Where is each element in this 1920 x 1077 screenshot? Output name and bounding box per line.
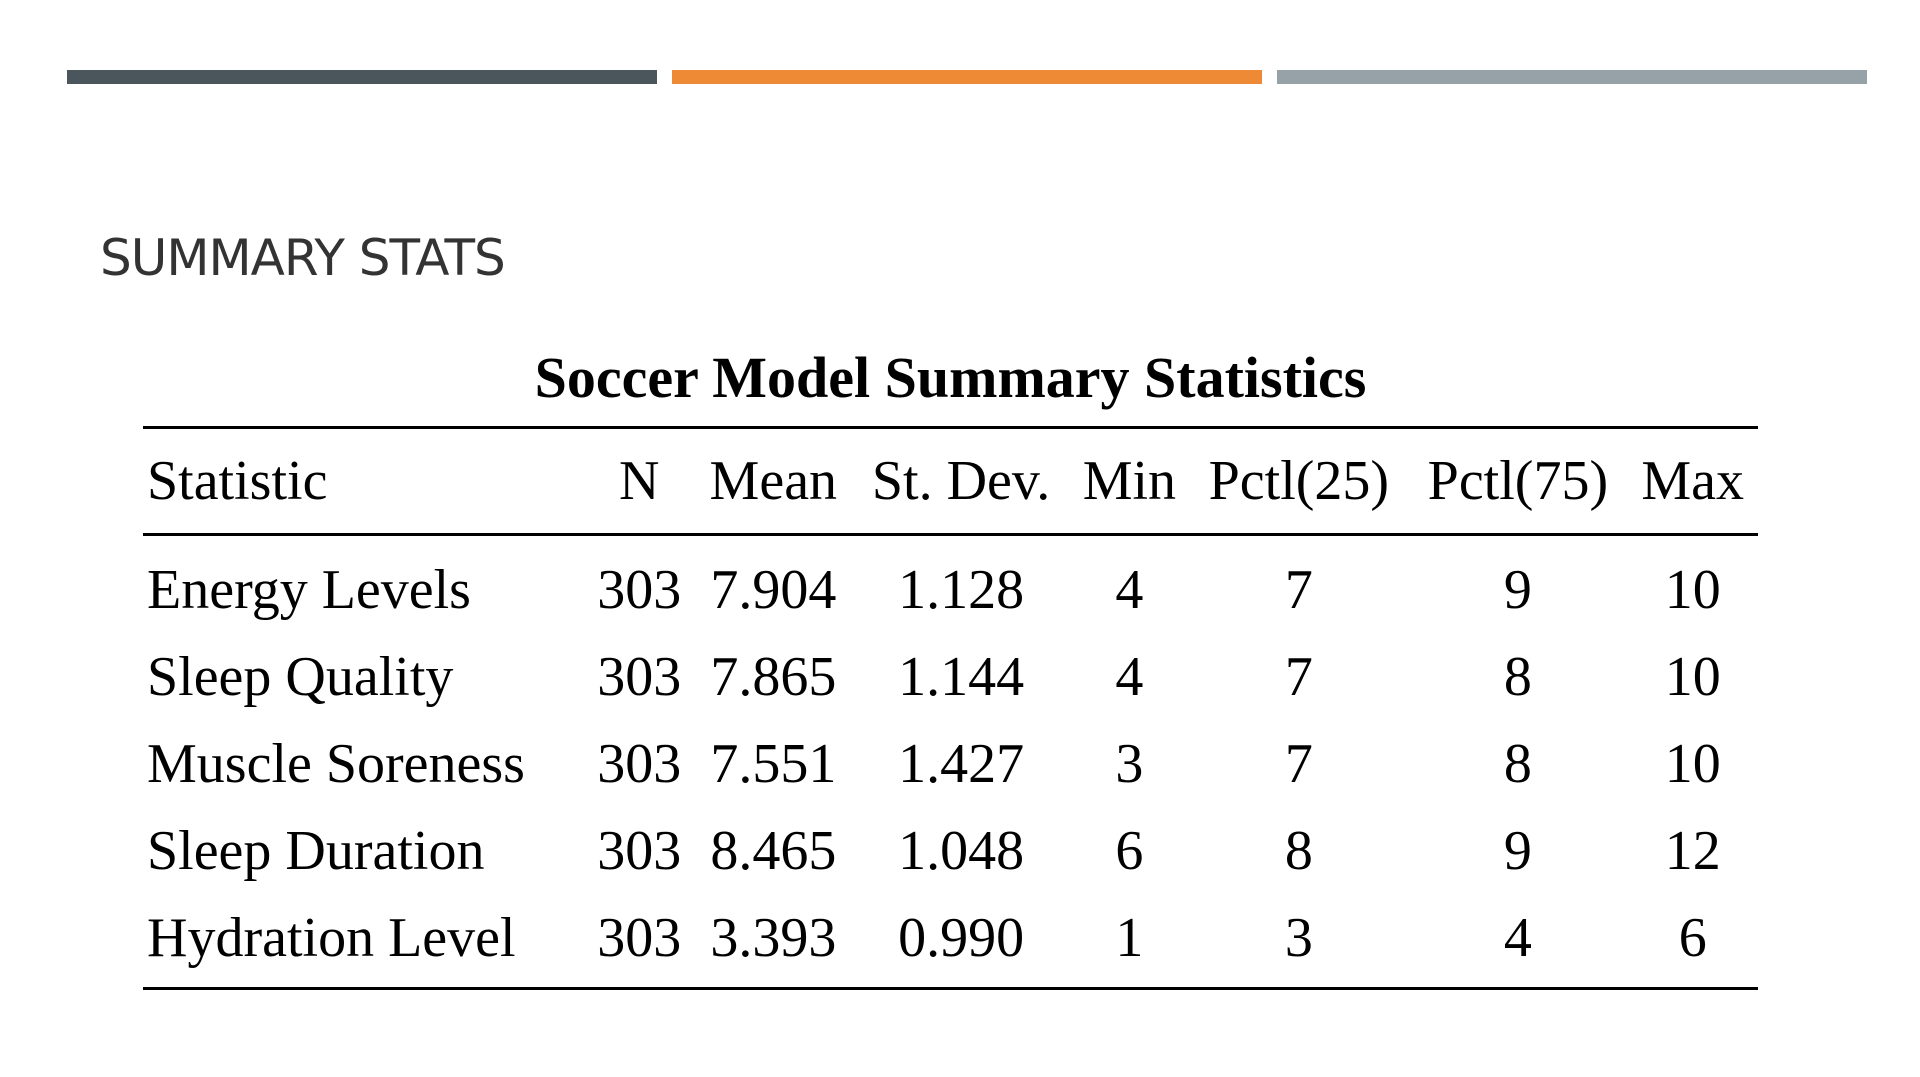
table-cell: Energy Levels — [147, 558, 471, 621]
table-cell: Sleep Quality — [147, 645, 454, 708]
table-cell: 303 — [597, 906, 682, 969]
table-cell: 10 — [1664, 645, 1721, 708]
accent-bar-orange — [672, 70, 1262, 84]
table-cell: 8 — [1284, 819, 1313, 882]
column-header: Min — [1082, 450, 1177, 512]
column-header: N — [619, 450, 660, 512]
summary-stats-table-container: Soccer Model Summary Statistics Statisti… — [143, 338, 1758, 990]
table-cell: 7.904 — [710, 558, 837, 621]
table-row: Sleep Duration 303 8.465 1.048 6 8 9 12 — [143, 807, 1758, 894]
table-cell: 1.144 — [898, 645, 1025, 708]
table-row: Sleep Quality 303 7.865 1.144 4 7 8 10 — [143, 633, 1758, 720]
table-cell: 8 — [1503, 645, 1532, 708]
table-cell: Hydration Level — [147, 906, 516, 969]
table-cell: 7.551 — [710, 732, 837, 795]
table-header-row: Statistic N Mean St. Dev. Min Pctl(25) P… — [143, 427, 1758, 535]
table-cell: 7 — [1284, 645, 1313, 708]
table-title: Soccer Model Summary Statistics — [534, 345, 1367, 410]
table-cell: 4 — [1115, 558, 1144, 621]
table-cell: 12 — [1664, 819, 1721, 882]
table-cell: 3 — [1284, 906, 1313, 969]
table-cell: 9 — [1503, 819, 1532, 882]
column-header: Statistic — [147, 450, 328, 512]
table-cell: 6 — [1115, 819, 1144, 882]
column-header: St. Dev. — [871, 450, 1051, 512]
column-header: Max — [1641, 450, 1745, 512]
table-cell: 0.990 — [898, 906, 1025, 969]
table-cell: 10 — [1664, 732, 1721, 795]
table-cell: 1.048 — [898, 819, 1025, 882]
table-cell: Sleep Duration — [147, 819, 485, 882]
table-cell: 4 — [1503, 906, 1532, 969]
table-cell: 1 — [1115, 906, 1144, 969]
table-cell: 303 — [597, 558, 682, 621]
accent-bar-dark — [67, 70, 657, 84]
table-cell: 303 — [597, 645, 682, 708]
table-cell: 1.128 — [898, 558, 1025, 621]
summary-stats-table: Statistic N Mean St. Dev. Min Pctl(25) P… — [143, 426, 1758, 990]
table-row: Hydration Level 303 3.393 0.990 1 3 4 6 — [143, 894, 1758, 989]
column-header: Pctl(75) — [1427, 450, 1609, 512]
table-cell: 1.427 — [898, 732, 1025, 795]
table-row: Muscle Soreness 303 7.551 1.427 3 7 8 10 — [143, 720, 1758, 807]
table-cell: 3 — [1115, 732, 1144, 795]
table-row: Energy Levels 303 7.904 1.128 4 7 9 10 — [143, 535, 1758, 634]
table-cell: 303 — [597, 732, 682, 795]
table-cell: 3.393 — [710, 906, 837, 969]
table-cell: 10 — [1664, 558, 1721, 621]
accent-bar-gray — [1277, 70, 1867, 84]
table-cell: Muscle Soreness — [147, 732, 525, 795]
column-header: Mean — [709, 450, 838, 512]
table-cell: 6 — [1678, 906, 1707, 969]
column-header: Pctl(25) — [1208, 450, 1390, 512]
slide-heading: SUMMARY STATS — [100, 229, 506, 287]
table-cell: 9 — [1503, 558, 1532, 621]
table-cell: 7.865 — [710, 645, 837, 708]
table-cell: 7 — [1284, 732, 1313, 795]
table-cell: 8.465 — [710, 819, 837, 882]
table-cell: 303 — [597, 819, 682, 882]
table-cell: 4 — [1115, 645, 1144, 708]
table-cell: 7 — [1284, 558, 1313, 621]
table-cell: 8 — [1503, 732, 1532, 795]
